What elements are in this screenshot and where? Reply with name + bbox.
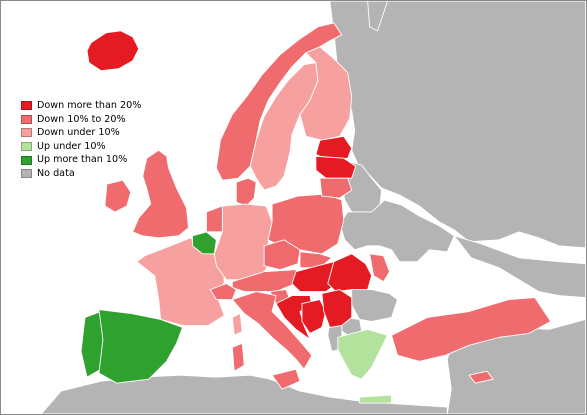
- region-novaya-zemlya: [367, 1, 388, 32]
- legend-label: Down more than 20%: [37, 100, 142, 111]
- region-czech-republic: [263, 239, 301, 271]
- legend-item: Up under 10%: [21, 140, 141, 154]
- region-estonia: [315, 135, 353, 161]
- region-crete: [359, 394, 392, 404]
- legend-swatch: [21, 101, 32, 111]
- region-turkey: [391, 297, 552, 362]
- map-legend: Down more than 20% Down 10% to 20% Down …: [21, 99, 141, 181]
- region-poland: [267, 193, 345, 255]
- region-bosnia: [301, 299, 327, 334]
- region-ukraine: [339, 199, 455, 263]
- region-united-kingdom: [132, 149, 189, 239]
- legend-swatch: [21, 155, 32, 165]
- region-bulgaria: [351, 289, 398, 322]
- legend-label: Up under 10%: [37, 140, 106, 152]
- region-greece: [337, 328, 388, 380]
- legend-swatch: [21, 142, 32, 152]
- legend-item: Down under 10%: [21, 126, 141, 140]
- legend-item: Up more than 10%: [21, 153, 141, 167]
- legend-swatch: [21, 128, 32, 138]
- region-romania: [327, 253, 373, 293]
- region-lithuania: [319, 177, 353, 199]
- region-moldova: [369, 253, 390, 283]
- region-iceland: [86, 30, 140, 72]
- region-ireland: [104, 179, 132, 213]
- legend-swatch: [21, 114, 32, 124]
- region-italy: [231, 291, 313, 370]
- region-denmark: [235, 177, 257, 207]
- region-serbia: [321, 289, 353, 328]
- legend-item: Down more than 20%: [21, 99, 141, 113]
- region-germany: [213, 203, 273, 281]
- region-latvia: [315, 155, 357, 179]
- legend-swatch: [21, 169, 32, 179]
- legend-item: No data: [21, 167, 141, 181]
- region-spain: [98, 309, 183, 384]
- region-sardinia: [231, 342, 245, 372]
- region-switzerland: [209, 283, 237, 301]
- legend-label: No data: [37, 167, 75, 179]
- region-sicily: [271, 368, 301, 390]
- legend-label: Down 10% to 20%: [37, 113, 126, 125]
- region-cyprus: [468, 370, 494, 384]
- legend-label: Up more than 10%: [37, 154, 128, 166]
- region-slovakia: [299, 251, 333, 269]
- legend-label: Down under 10%: [37, 127, 120, 139]
- region-north-africa: [40, 374, 448, 414]
- legend-item: Down 10% to 20%: [21, 113, 141, 127]
- region-corsica: [231, 313, 243, 336]
- region-caucasus: [453, 235, 586, 299]
